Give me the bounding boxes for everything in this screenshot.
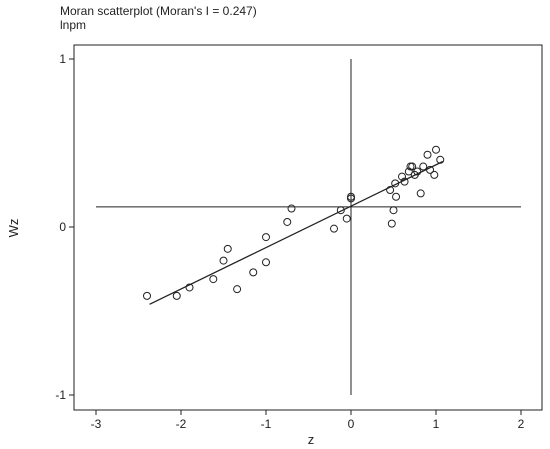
data-point: [262, 258, 270, 267]
data-point: [347, 192, 355, 201]
data-point: [219, 256, 228, 265]
data-point: [287, 204, 296, 213]
x-tick-label: 1: [433, 417, 440, 431]
data-point: [342, 214, 351, 223]
data-point: [172, 291, 181, 300]
x-tick-label: 0: [348, 417, 355, 431]
data-point: [392, 192, 401, 201]
chart-title: Moran scatterplot (Moran's I = 0.247): [60, 4, 257, 18]
data-point: [398, 172, 406, 181]
data-point: [233, 285, 242, 294]
data-point: [416, 189, 425, 198]
x-tick-label: -2: [176, 417, 187, 431]
data-point: [408, 162, 417, 171]
data-point: [143, 291, 151, 300]
data-point: [436, 155, 445, 164]
data-point: [330, 224, 338, 233]
data-point: [386, 186, 395, 195]
data-point: [391, 179, 400, 188]
y-tick-label: -1: [55, 388, 66, 402]
data-point: [413, 167, 422, 176]
data-point: [249, 268, 258, 277]
x-axis-title: z: [308, 432, 315, 447]
data-point: [423, 150, 432, 159]
x-tick-label: 2: [518, 417, 525, 431]
data-point: [430, 170, 439, 179]
y-tick-label: 0: [59, 220, 66, 234]
data-point: [400, 177, 409, 186]
data-point: [336, 206, 345, 215]
x-tick-label: -1: [261, 417, 272, 431]
y-axis-title: Wz: [6, 219, 21, 238]
data-point: [432, 145, 440, 154]
data-point: [283, 217, 292, 226]
data-point: [185, 283, 194, 292]
data-point: [223, 244, 232, 253]
data-point: [389, 206, 398, 215]
data-point: [387, 219, 396, 228]
regression-line: [149, 160, 444, 305]
data-point: [419, 162, 428, 171]
x-tick-label: -3: [91, 417, 102, 431]
data-point: [262, 233, 270, 242]
data-point: [209, 275, 218, 284]
y-tick-label: 1: [59, 52, 66, 66]
chart-subtitle: lnpm: [60, 18, 87, 32]
data-point: [426, 165, 435, 174]
